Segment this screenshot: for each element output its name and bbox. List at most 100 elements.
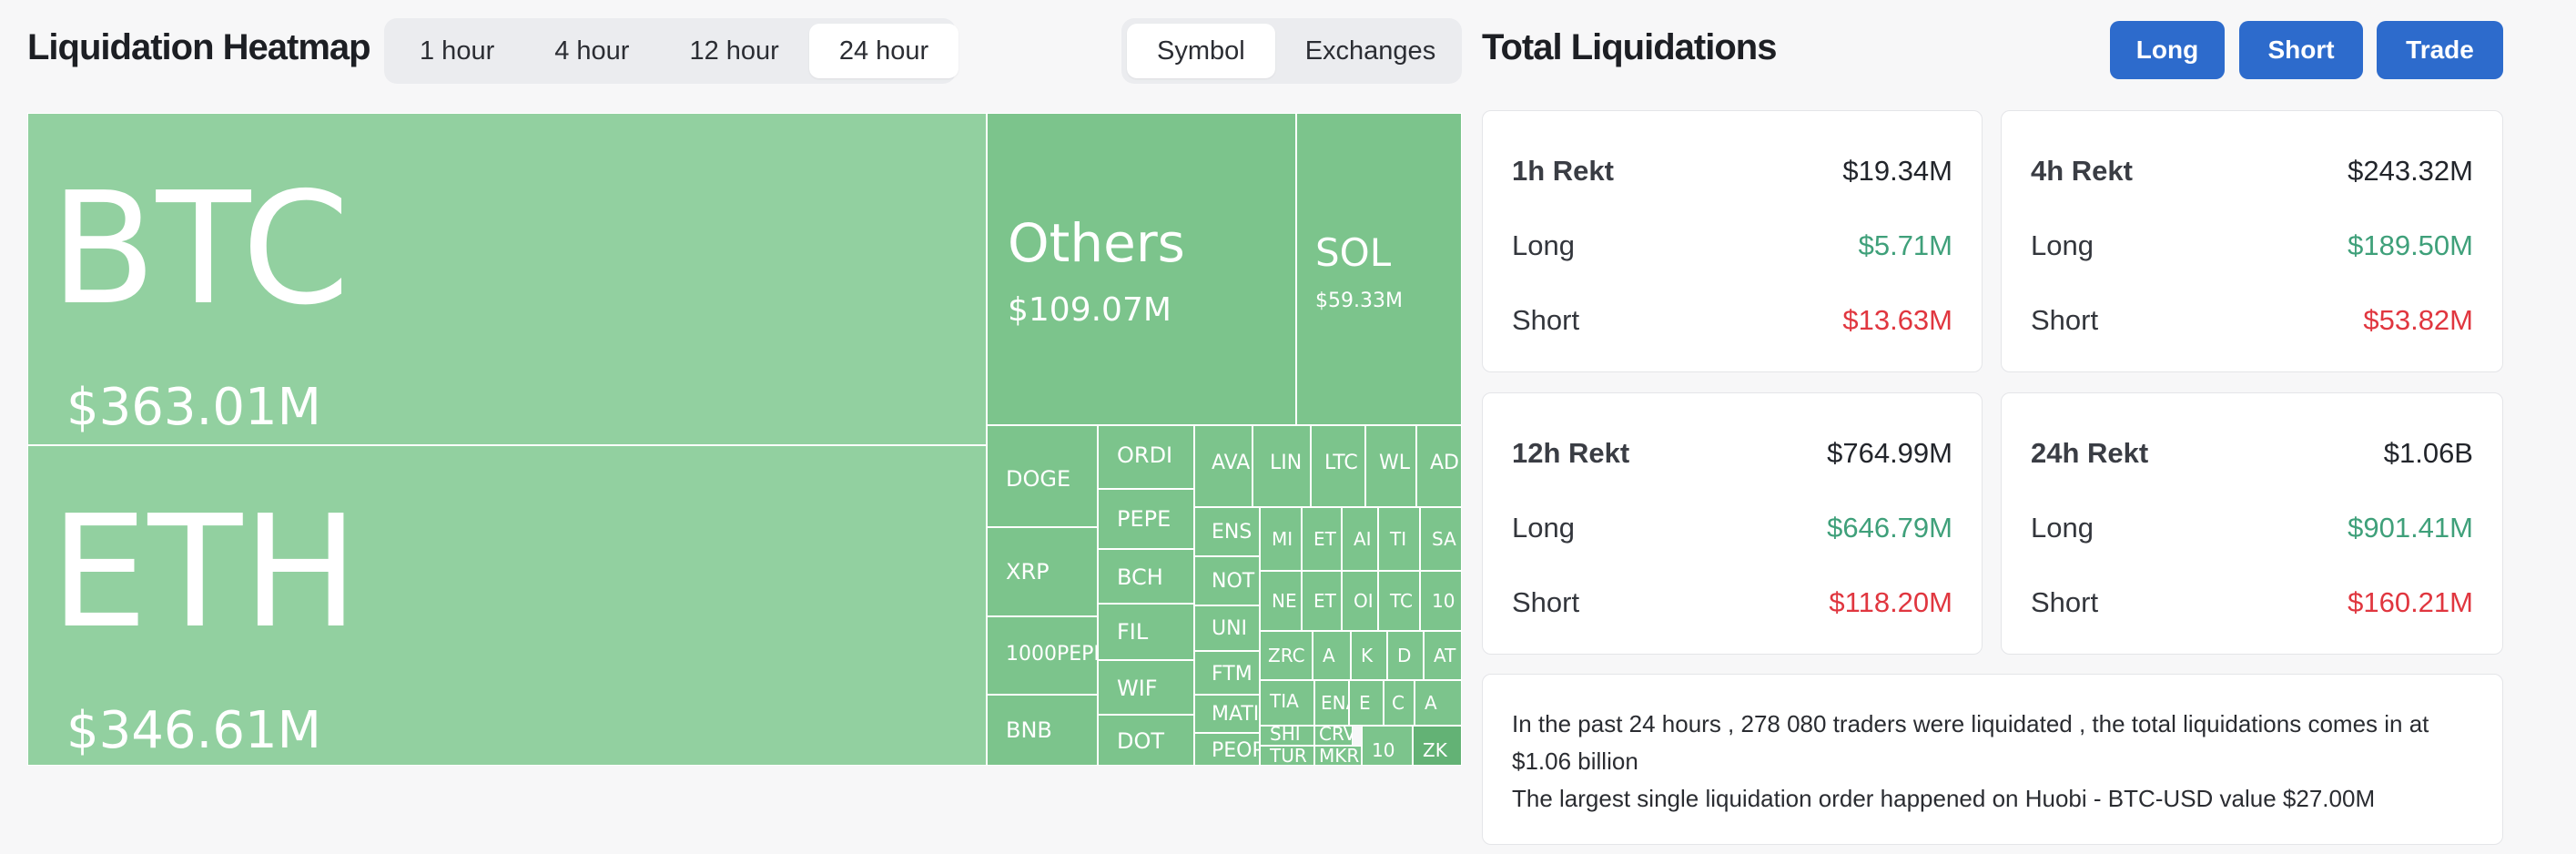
heatmap-tile-mkr[interactable]: MKR — [1314, 746, 1362, 766]
heatmap-tile-zrc[interactable]: ZRC — [1260, 631, 1313, 680]
heatmap-tile-ad[interactable]: AD — [1416, 425, 1462, 507]
heatmap-tile-wl[interactable]: WL — [1365, 425, 1416, 507]
tile-symbol: ENS — [1212, 521, 1253, 544]
tab-exchanges[interactable]: Exchanges — [1304, 36, 1436, 66]
long-label: Long — [1512, 229, 1575, 261]
tile-symbol: ORDI — [1117, 442, 1173, 468]
tile-symbol: A — [1323, 645, 1335, 666]
heatmap-tile-ftm[interactable]: FTM — [1194, 651, 1260, 695]
tile-symbol: MI — [1272, 528, 1293, 550]
tile-symbol: TC — [1390, 590, 1414, 612]
card-label: 24h Rekt — [2031, 437, 2149, 469]
heatmap-tile-tc[interactable]: TC — [1378, 571, 1420, 631]
heatmap-tile-ai[interactable]: AI — [1342, 507, 1378, 571]
heatmap-tile-at[interactable]: AT — [1424, 631, 1462, 680]
heatmap-tile-a[interactable]: A — [1313, 631, 1351, 680]
long-button[interactable]: Long — [2110, 21, 2225, 79]
heatmap-tile-oi[interactable]: OI — [1342, 571, 1378, 631]
trade-button[interactable]: Trade — [2377, 21, 2503, 79]
heatmap-tile-10[interactable]: 10 — [1420, 571, 1462, 631]
card-total: $1.06B — [2383, 437, 2473, 469]
heatmap-tile-ens[interactable]: ENS — [1194, 507, 1260, 556]
heatmap-tile-not[interactable]: NOT — [1194, 556, 1260, 605]
tab-1-hour[interactable]: 1 hour — [420, 36, 495, 66]
card-label: 1h Rekt — [1512, 155, 1614, 187]
heatmap-tile-dot[interactable]: DOT — [1098, 715, 1194, 766]
heatmap-tile-ti[interactable]: TI — [1378, 507, 1420, 571]
heatmap-tile-others[interactable]: Others $109.07M — [987, 113, 1296, 425]
tile-symbol: WL — [1379, 452, 1411, 474]
tab-4-hour[interactable]: 4 hour — [554, 36, 630, 66]
tile-symbol: MATI — [1212, 703, 1260, 726]
heatmap-tile-fil[interactable]: FIL — [1098, 604, 1194, 660]
heatmap-tile-k[interactable]: K — [1351, 631, 1387, 680]
heatmap-tile-crv[interactable]: CRV — [1314, 726, 1353, 746]
heatmap-tile-bch[interactable]: BCH — [1098, 549, 1194, 604]
short-label: Short — [2031, 586, 2099, 618]
short-button[interactable]: Short — [2239, 21, 2363, 79]
heatmap-tile-ava[interactable]: AVA — [1194, 425, 1253, 507]
heatmap-tile-uni[interactable]: UNI — [1194, 605, 1260, 651]
heatmap-tile-tur[interactable]: TUR — [1260, 746, 1314, 766]
long-label: Long — [2031, 229, 2094, 261]
heatmap-tile-10[interactable]: 10 — [1362, 726, 1413, 766]
heatmap-tile-mati[interactable]: MATI — [1194, 695, 1260, 733]
tile-symbol: 1000PEPE — [1006, 643, 1098, 666]
tab-24-hour[interactable]: 24 hour — [808, 24, 959, 78]
heatmap-tile-ltc[interactable]: LTC — [1311, 425, 1365, 507]
tile-symbol: XRP — [1006, 559, 1050, 585]
card-total: $19.34M — [1842, 155, 1952, 187]
tile-symbol: NE — [1272, 590, 1297, 612]
tab-symbol[interactable]: Symbol — [1127, 24, 1275, 78]
tile-symbol: D — [1397, 645, 1412, 666]
tile-symbol: E — [1359, 692, 1371, 714]
heatmap-tile-1000pepe[interactable]: 1000PEPE — [987, 616, 1098, 695]
heatmap-tile-c[interactable]: C — [1384, 680, 1415, 726]
heatmap-tile-ne[interactable]: NE — [1260, 571, 1302, 631]
heatmap-tile-d[interactable]: D — [1387, 631, 1424, 680]
heatmap-tile-lin[interactable]: LIN — [1253, 425, 1311, 507]
heatmap-tile-ena[interactable]: ENA — [1314, 680, 1349, 726]
tile-symbol: K — [1361, 645, 1374, 666]
heatmap-tile-pepe[interactable]: PEPE — [1098, 489, 1194, 549]
heatmap-tile-a[interactable]: A — [1415, 680, 1462, 726]
tile-symbol: SA — [1432, 528, 1456, 550]
heatmap-tile-ordi[interactable]: ORDI — [1098, 425, 1194, 489]
heatmap-tile-wif[interactable]: WIF — [1098, 660, 1194, 715]
tab-12-hour[interactable]: 12 hour — [689, 36, 779, 66]
heatmap-tile-xrp[interactable]: XRP — [987, 527, 1098, 616]
card-label: 12h Rekt — [1512, 437, 1630, 469]
heatmap-tile-et[interactable]: ET — [1302, 571, 1342, 631]
heatmap-tile-sa[interactable]: SA — [1420, 507, 1462, 571]
long-value: $189.50M — [2348, 229, 2473, 261]
heatmap-tile-sol[interactable]: SOL $59.33M — [1296, 113, 1462, 425]
heatmap-tile-btc[interactable]: BTC $363.01M — [27, 113, 987, 445]
tile-symbol: BCH — [1117, 564, 1163, 590]
tile-symbol: DOGE — [1006, 466, 1071, 492]
heatmap-tile-e[interactable]: E — [1349, 680, 1384, 726]
heatmap-tile-zk[interactable]: ZK — [1413, 726, 1462, 766]
tile-symbol: Others — [1008, 212, 1185, 274]
liquidation-summary: In the past 24 hours , 278 080 traders w… — [1482, 674, 2503, 845]
heatmap-tile-mi[interactable]: MI — [1260, 507, 1302, 571]
heatmap-tile-peop[interactable]: PEOP — [1194, 733, 1260, 766]
heatmap-tile-doge[interactable]: DOGE — [987, 425, 1098, 527]
summary-line-2: The largest single liquidation order hap… — [1512, 785, 2376, 812]
heatmap-tile-bnb[interactable]: BNB — [987, 695, 1098, 766]
heatmap-tile-shi[interactable]: SHI — [1260, 726, 1314, 746]
tile-amount: $346.61M — [66, 701, 321, 760]
tile-symbol: PEPE — [1117, 506, 1171, 532]
summary-line-1: In the past 24 hours , 278 080 traders w… — [1512, 710, 2429, 775]
tile-symbol: ET — [1313, 528, 1336, 550]
short-value: $118.20M — [1829, 586, 1952, 618]
view-tabs: Symbol Exchanges — [1121, 18, 1462, 84]
short-value: $160.21M — [2348, 586, 2473, 618]
tile-symbol: AVA — [1212, 452, 1251, 474]
tile-symbol: LTC — [1324, 452, 1358, 474]
heatmap-tile-et[interactable]: ET — [1302, 507, 1342, 571]
heatmap-tile-eth[interactable]: ETH $346.61M — [27, 445, 987, 766]
tile-symbol: MKR — [1319, 746, 1360, 766]
short-label: Short — [1512, 304, 1580, 336]
tile-symbol: SOL — [1315, 230, 1392, 275]
heatmap-tile-tia[interactable]: TIA — [1260, 680, 1314, 726]
